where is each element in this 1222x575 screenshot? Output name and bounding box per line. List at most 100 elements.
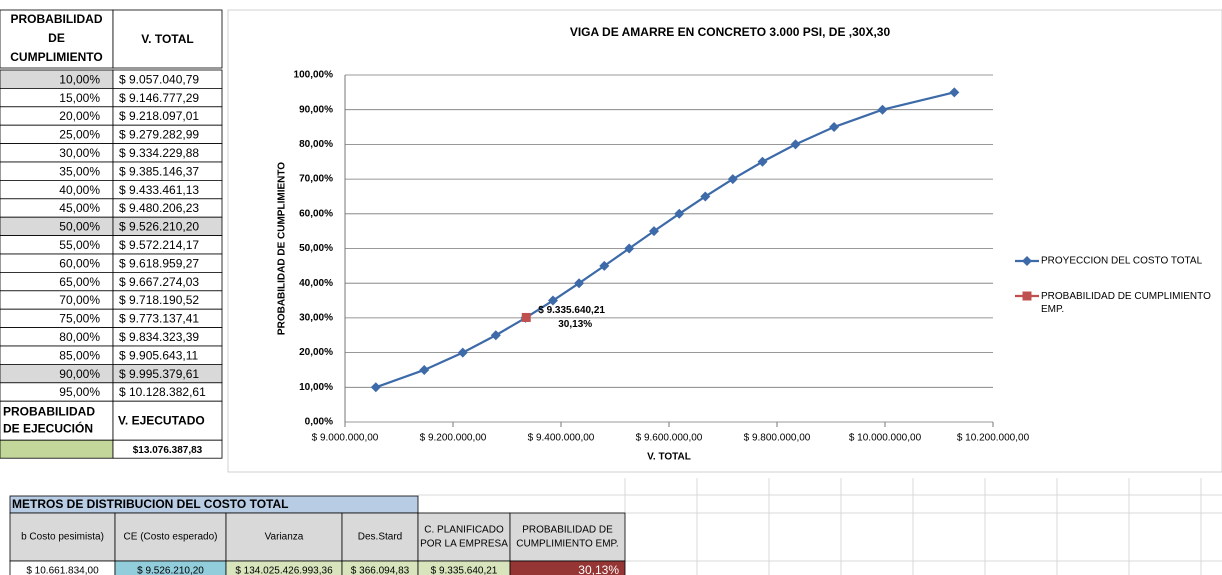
header-text: DE — [48, 31, 65, 45]
total-cell: $ 9.385.146,37 — [119, 164, 199, 178]
value-text: $ 366.094,83 — [351, 566, 410, 575]
total-cell: $ 10.128.382,61 — [119, 385, 206, 399]
header-text: CUMPLIMIENTO EMP. — [516, 539, 618, 550]
data-point — [877, 104, 888, 115]
total-cell: $ 9.773.137,41 — [119, 312, 199, 326]
probability-cell: 20,00% — [59, 109, 100, 123]
value-cell — [509, 560, 626, 575]
data-label: 30,13% — [558, 319, 592, 330]
total-cell: $ 9.526.210,20 — [119, 220, 199, 234]
x-tick-label: $ 9.400.000,00 — [528, 433, 595, 444]
probability-cell: 10,00% — [59, 72, 100, 86]
y-tick-label: 40,00% — [299, 278, 333, 289]
header-text: C. PLANIFICADO — [424, 525, 504, 536]
total-cell: $ 9.146.777,29 — [119, 91, 199, 105]
probability-cell: 40,00% — [59, 183, 100, 197]
data-point — [490, 330, 501, 341]
header-text: CE (Costo esperado) — [124, 532, 218, 543]
y-tick-label: 80,00% — [299, 139, 333, 150]
cell — [112, 439, 223, 459]
y-tick-label: 90,00% — [299, 104, 333, 115]
value-text: $ 134.025.426.993,36 — [235, 566, 333, 575]
data-point — [599, 260, 610, 271]
probability-cell: 15,00% — [59, 91, 100, 105]
total-cell: $ 9.905.643,11 — [119, 348, 199, 362]
x-axis-label: V. TOTAL — [647, 452, 691, 463]
header-text: PROBABILIDAD — [11, 12, 103, 26]
data-point — [949, 87, 960, 98]
x-tick-label: $ 10.000.000,00 — [849, 433, 922, 444]
x-tick-label: $ 10.200.000,00 — [957, 433, 1030, 444]
series-line — [375, 91, 955, 389]
probability-cell: 95,00% — [59, 385, 100, 399]
y-tick-label: 70,00% — [299, 174, 333, 185]
legend-marker — [1022, 256, 1032, 266]
x-tick-label: $ 9.200.000,00 — [420, 433, 487, 444]
y-tick-label: 10,00% — [299, 382, 333, 393]
y-axis-label: PROBABILIDAD DE CUMPLIMIENTO — [277, 162, 288, 335]
header-text: b Costo pesimista) — [21, 532, 104, 543]
header-cell — [225, 512, 343, 562]
probability-cell: 65,00% — [59, 275, 100, 289]
footer-text: PROBABILIDAD — [3, 404, 95, 418]
total-cell: $ 9.995.379,61 — [119, 367, 199, 381]
data-point — [370, 382, 381, 393]
legend-text: PROYECCION DEL COSTO TOTAL — [1041, 256, 1203, 267]
data-point — [648, 226, 659, 237]
data-point — [790, 139, 801, 150]
probability-cell: 85,00% — [59, 348, 100, 362]
cell — [0, 439, 114, 459]
probability-cell: 70,00% — [59, 293, 100, 307]
probability-cell: 25,00% — [59, 128, 100, 142]
header-text: PROBABILIDAD DE — [522, 525, 613, 536]
total-cell: $ 9.279.282,99 — [119, 128, 199, 142]
data-point — [700, 191, 711, 202]
x-tick-label: $ 9.800.000,00 — [744, 433, 811, 444]
data-point — [521, 312, 531, 322]
probability-cell: 30,00% — [59, 146, 100, 160]
probability-cell: 55,00% — [59, 238, 100, 252]
y-tick-label: 100,00% — [294, 70, 334, 81]
x-tick-label: $ 9.600.000,00 — [636, 433, 703, 444]
footer-text: DE EJECUCIÓN — [3, 420, 93, 435]
footer-text: V. EJECUTADO — [118, 413, 205, 427]
header-text: Varianza — [265, 532, 304, 543]
total-cell: $ 9.667.274,03 — [119, 275, 199, 289]
legend-marker — [1022, 291, 1032, 301]
total-cell: $ 9.618.959,27 — [119, 256, 199, 270]
header-cell — [417, 512, 511, 562]
y-tick-label: 50,00% — [299, 243, 333, 254]
data-label: $ 9.335.640,21 — [538, 305, 605, 316]
y-tick-label: 0,00% — [305, 417, 333, 428]
chart-area — [227, 9, 1222, 473]
data-point — [547, 295, 558, 306]
x-tick-label: $ 9.000.000,00 — [312, 433, 379, 444]
probability-cell: 90,00% — [59, 367, 100, 381]
total-cell: $ 9.433.461,13 — [119, 183, 199, 197]
value-text: 30,13% — [578, 563, 619, 575]
header-cell — [509, 512, 626, 562]
value-text: $ 10.661.834,00 — [26, 566, 99, 575]
y-tick-label: 20,00% — [299, 347, 333, 358]
section-title: METROS DE DISTRIBUCION DEL COSTO TOTAL — [12, 497, 288, 511]
value-text: $ 9.335.640,21 — [431, 566, 498, 575]
header-cell — [341, 512, 419, 562]
total-cell: $ 9.057.040,79 — [119, 72, 199, 86]
y-tick-label: 60,00% — [299, 208, 333, 219]
data-point — [457, 347, 468, 358]
probability-cell: 80,00% — [59, 330, 100, 344]
probability-cell: 75,00% — [59, 312, 100, 326]
y-tick-label: 30,00% — [299, 313, 333, 324]
data-point — [757, 156, 768, 167]
total-cell: $ 9.218.097,01 — [119, 109, 199, 123]
header-cell — [112, 9, 223, 69]
cell — [112, 400, 223, 441]
probability-cell: 45,00% — [59, 201, 100, 215]
probability-cell: 60,00% — [59, 256, 100, 270]
header-text: V. TOTAL — [141, 32, 193, 46]
total-cell: $ 9.572.214,17 — [119, 238, 199, 252]
chart-title: VIGA DE AMARRE EN CONCRETO 3.000 PSI, DE… — [570, 25, 891, 39]
data-point — [727, 174, 738, 185]
header-text: Des.Stard — [358, 532, 402, 543]
